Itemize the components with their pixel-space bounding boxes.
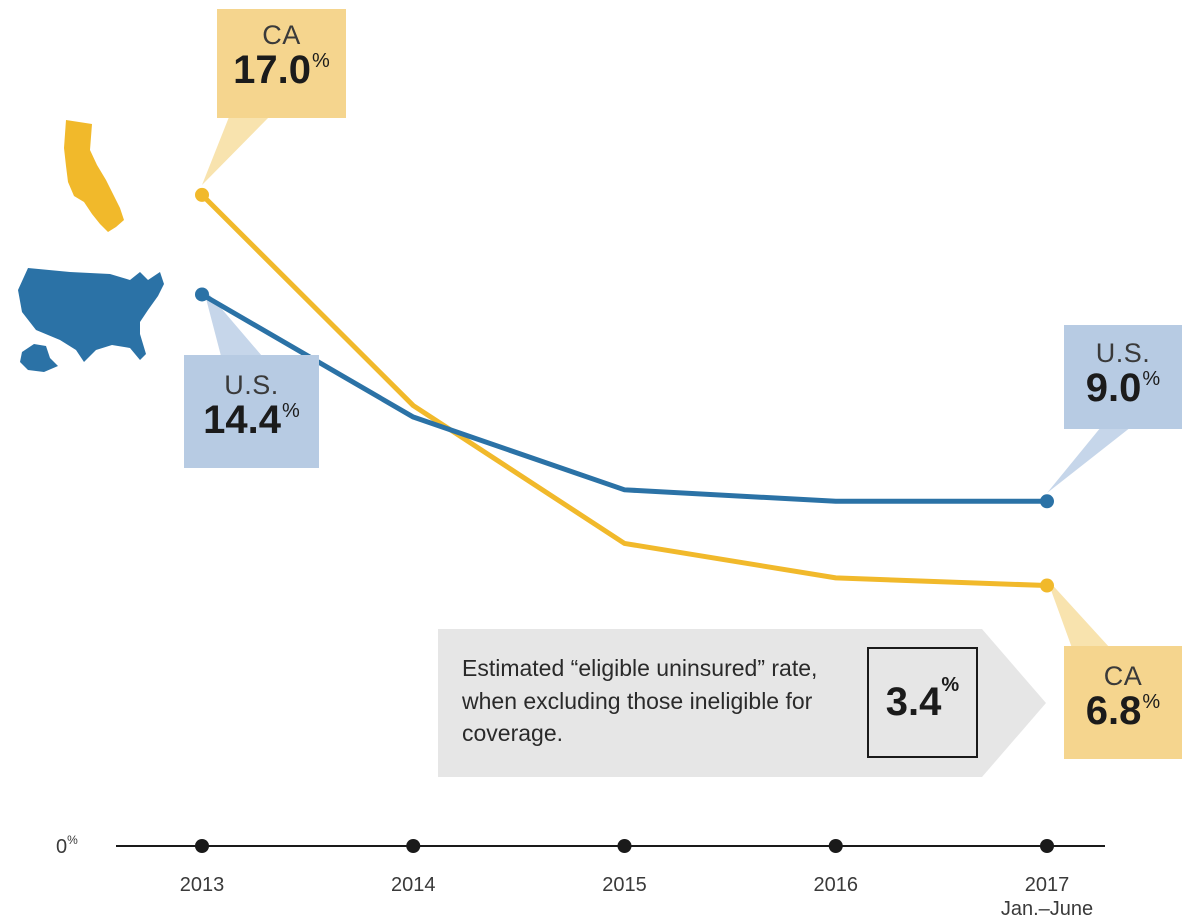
- us-end-pointer: [1047, 427, 1131, 493]
- series-line-us: [202, 294, 1047, 501]
- series-line-ca: [202, 195, 1047, 586]
- eligible-uninsured-value: 3.4%: [886, 680, 959, 725]
- x-tick-label: 2014: [391, 874, 436, 896]
- series-point-ca: [1040, 579, 1054, 593]
- series-point-ca: [195, 188, 209, 202]
- us-start-callout: U.S. 14.4%: [184, 355, 319, 468]
- axis-tick-dot: [1040, 839, 1054, 853]
- x-tick-label: 2013: [180, 874, 225, 896]
- x-tick-label: 2016: [814, 874, 859, 896]
- eligible-uninsured-value-box: 3.4%: [867, 647, 978, 758]
- ca-end-value: 6.8%: [1064, 690, 1182, 732]
- ca-end-callout: CA 6.8%: [1064, 646, 1182, 759]
- ca-end-pointer: [1047, 579, 1110, 648]
- axis-tick-dot: [618, 839, 632, 853]
- axis-tick-dot: [195, 839, 209, 853]
- us-start-label: U.S.: [184, 371, 319, 399]
- axis-tick-dot: [406, 839, 420, 853]
- x-tick-sublabel: Jan.–June: [1001, 898, 1093, 920]
- ca-start-callout: CA 17.0%: [217, 9, 346, 118]
- series-point-us: [1040, 494, 1054, 508]
- us-start-value: 14.4%: [184, 399, 319, 441]
- y-axis-zero-label: 0%: [56, 833, 78, 858]
- ca-start-pointer: [202, 117, 269, 185]
- alaska-icon: [20, 344, 58, 372]
- ca-start-value: 17.0%: [217, 49, 346, 91]
- us-end-value: 9.0%: [1064, 367, 1182, 409]
- x-tick-label: 2015: [602, 874, 647, 896]
- series-point-us: [195, 287, 209, 301]
- us-end-callout: U.S. 9.0%: [1064, 325, 1182, 429]
- ca-start-label: CA: [217, 21, 346, 49]
- ca-end-label: CA: [1064, 662, 1182, 690]
- us-end-label: U.S.: [1064, 339, 1182, 367]
- eligible-uninsured-note: Estimated “eligible uninsured” rate, whe…: [462, 652, 842, 750]
- x-tick-label: 2017: [1025, 874, 1070, 896]
- california-map-icon: [64, 120, 124, 232]
- axis-tick-dot: [829, 839, 843, 853]
